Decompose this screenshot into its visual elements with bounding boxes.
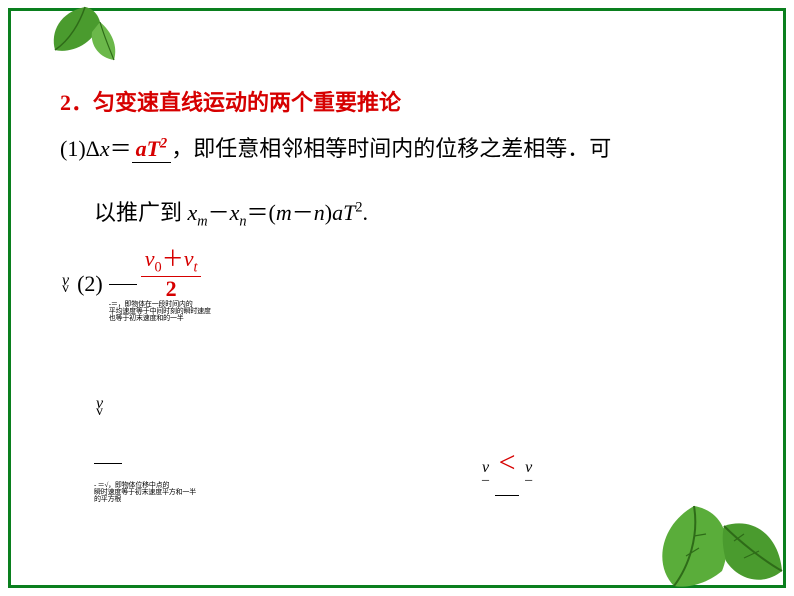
item-1-line1: (1)Δx＝aT2，即任意相邻相等时间内的位移之差相等．可 <box>60 126 744 172</box>
fraction-answer: v0＋vt 2 <box>141 247 202 301</box>
blank-aT2: aT2 <box>132 137 172 163</box>
item-1-line2: 以推广到 xm－xn＝(m－n)aT2. <box>60 190 744 236</box>
item-2: v v (2) v0＋vt 2 -＝，即物体在一段时间内的 平均速度等于中间时刻… <box>60 247 744 322</box>
bottom-inequality: v _ < v _ <box>480 446 534 496</box>
section-number: 2． <box>60 90 93 115</box>
less-than-answer: < <box>499 446 516 480</box>
leaf-icon-top <box>40 2 130 62</box>
slide-content: 2．匀变速直线运动的两个重要推论 (1)Δx＝aT2，即任意相邻相等时间内的位移… <box>60 80 744 503</box>
v-stack-icon: v _ <box>525 464 532 479</box>
blank-underline <box>109 263 137 285</box>
item-3: v v - ＝√，即物体位移中点的 瞬时速度等于初末速度平方和一半 的平方根 <box>60 382 744 503</box>
section-title: 2．匀变速直线运动的两个重要推论 <box>60 80 744 126</box>
section-text: 匀变速直线运动的两个重要推论 <box>93 90 401 115</box>
v-stack-icon: v v <box>62 277 69 292</box>
v-stack-icon: v _ <box>482 464 489 479</box>
v-stack-icon: v v <box>96 400 103 415</box>
